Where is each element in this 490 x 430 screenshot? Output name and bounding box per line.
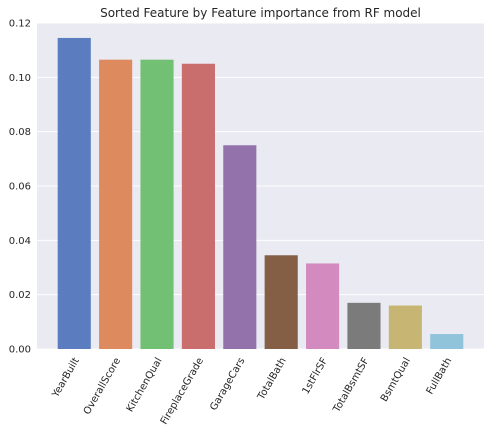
x-tick-label: 1stFlrSF bbox=[301, 356, 331, 397]
x-tick-label: BsmtQual bbox=[379, 356, 413, 404]
x-tick-label: YearBuilt bbox=[50, 356, 82, 400]
x-tick-label: TotalBsmtSF bbox=[331, 356, 372, 416]
x-tick-label: FireplaceGrade bbox=[159, 356, 206, 427]
bar-kitchenqual bbox=[140, 59, 174, 350]
bar-fullbath bbox=[430, 334, 464, 349]
bar-1stflrsf bbox=[306, 263, 340, 349]
y-axis-ticks: 0.00 0.02 0.04 0.06 0.08 0.10 0.12 bbox=[9, 19, 31, 356]
bar-overallscore bbox=[99, 59, 133, 350]
y-tick-label: 0.00 bbox=[9, 345, 31, 356]
y-tick-label: 0.12 bbox=[9, 19, 31, 30]
x-tick-label: OverallScore bbox=[82, 356, 123, 417]
bars bbox=[57, 37, 464, 350]
bar-yearbuilt bbox=[57, 37, 91, 350]
y-tick-label: 0.08 bbox=[9, 127, 31, 138]
bar-totalbath bbox=[264, 255, 298, 349]
y-tick-label: 0.10 bbox=[9, 73, 31, 84]
y-tick-label: 0.04 bbox=[9, 236, 31, 247]
x-tick-label: GarageCars bbox=[208, 356, 247, 413]
y-tick-label: 0.06 bbox=[9, 182, 31, 193]
x-tick-label: KitchenQual bbox=[125, 356, 165, 414]
x-axis-ticks: YearBuilt OverallScore KitchenQualFireplac… bbox=[50, 356, 454, 427]
bar-garagecars bbox=[223, 145, 257, 349]
y-tick-label: 0.02 bbox=[9, 290, 31, 301]
x-tick-label: FullBath bbox=[425, 356, 455, 396]
bar-bsmtqual bbox=[388, 305, 422, 349]
x-tick-label: TotalBath bbox=[255, 356, 288, 403]
bar-totalbsmtsf bbox=[347, 302, 381, 349]
bar-fireplacegrade bbox=[181, 63, 215, 349]
chart-title: Sorted Feature by Feature importance fro… bbox=[100, 6, 421, 20]
